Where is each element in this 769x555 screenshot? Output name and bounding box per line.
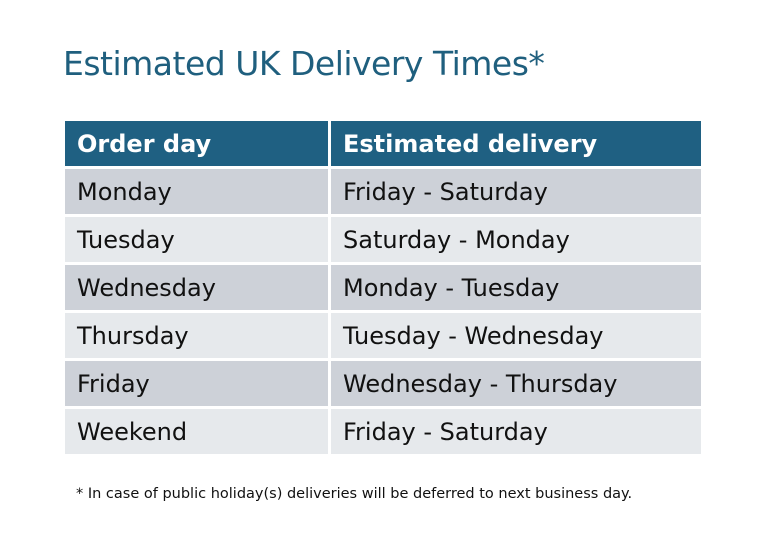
estimated-delivery-cell: Friday - Saturday <box>331 409 701 454</box>
order-day-cell: Friday <box>65 361 328 406</box>
estimated-delivery-cell: Tuesday - Wednesday <box>331 313 701 358</box>
estimated-delivery-cell: Wednesday - Thursday <box>331 361 701 406</box>
page-title: Estimated UK Delivery Times* <box>63 44 545 83</box>
order-day-cell: Wednesday <box>65 265 328 310</box>
column-header-estimated-delivery: Estimated delivery <box>331 121 701 166</box>
estimated-delivery-cell: Friday - Saturday <box>331 169 701 214</box>
table-row: Friday Wednesday - Thursday <box>65 361 701 406</box>
table-row: Tuesday Saturday - Monday <box>65 217 701 262</box>
column-header-order-day: Order day <box>65 121 328 166</box>
table-row: Wednesday Monday - Tuesday <box>65 265 701 310</box>
order-day-cell: Monday <box>65 169 328 214</box>
estimated-delivery-cell: Monday - Tuesday <box>331 265 701 310</box>
table-header-row: Order day Estimated delivery <box>65 121 701 166</box>
table-row: Thursday Tuesday - Wednesday <box>65 313 701 358</box>
table-row: Monday Friday - Saturday <box>65 169 701 214</box>
footnote: * In case of public holiday(s) deliverie… <box>76 486 633 502</box>
table-row: Weekend Friday - Saturday <box>65 409 701 454</box>
order-day-cell: Tuesday <box>65 217 328 262</box>
order-day-cell: Thursday <box>65 313 328 358</box>
estimated-delivery-cell: Saturday - Monday <box>331 217 701 262</box>
order-day-cell: Weekend <box>65 409 328 454</box>
delivery-table: Order day Estimated delivery Monday Frida… <box>62 118 704 457</box>
